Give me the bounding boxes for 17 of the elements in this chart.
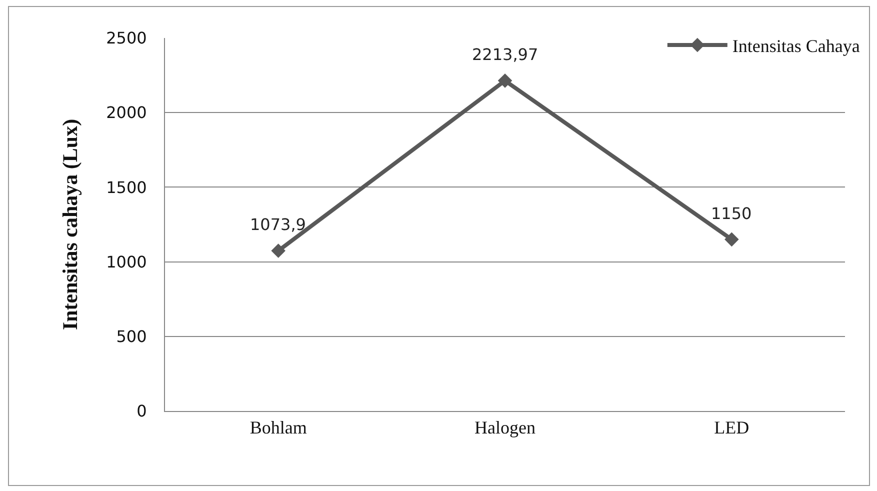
y-tick-label: 2000: [106, 103, 147, 122]
x-tick-label: Bohlam: [250, 418, 307, 438]
x-tick-label: Halogen: [474, 418, 536, 438]
data-label: 1073,9: [250, 215, 306, 234]
y-tick-label: 1000: [106, 252, 147, 272]
y-tick-label: 500: [116, 327, 147, 346]
data-label: 1150: [711, 204, 752, 223]
point: [498, 74, 512, 88]
data-label: 2213,97: [472, 45, 538, 64]
point: [271, 244, 286, 258]
y-tick-label: 2500: [106, 28, 147, 48]
y-axis-title: Intensitas cahaya (Lux): [58, 118, 82, 330]
x-tick-label: LED: [714, 418, 750, 438]
y-tick-label: 0: [136, 402, 147, 421]
point: [724, 232, 739, 247]
y-tick-label: 1500: [106, 178, 147, 197]
legend-label: Intensitas Cahaya: [732, 36, 860, 56]
